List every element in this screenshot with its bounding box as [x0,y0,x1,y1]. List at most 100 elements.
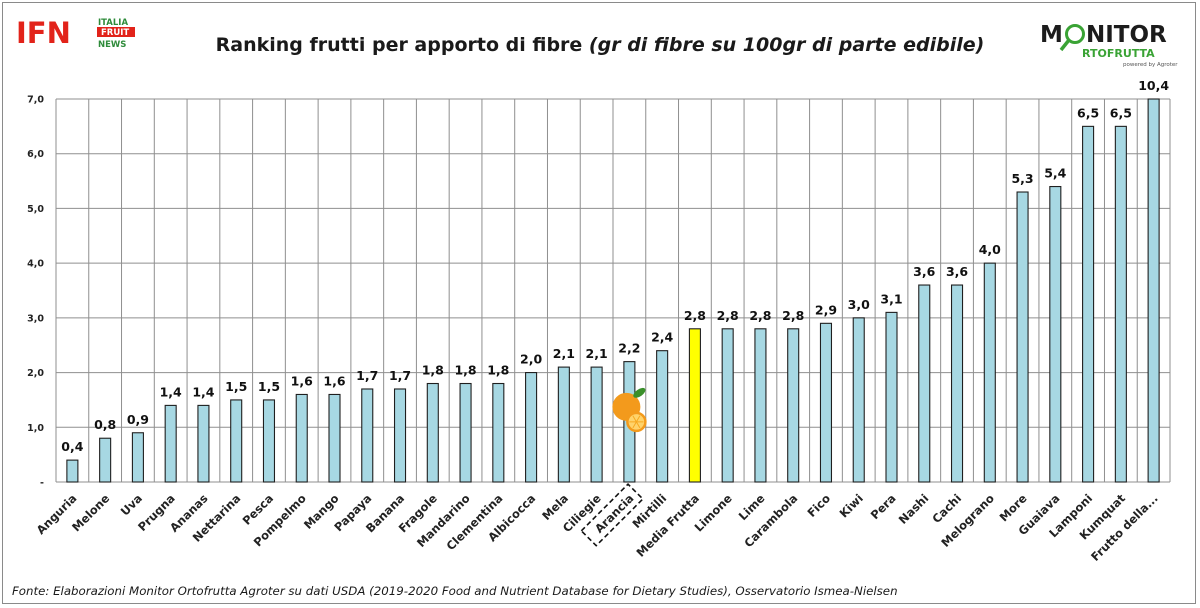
data-label: 6,5 [1077,105,1099,120]
bar [426,382,439,483]
bar [361,388,374,483]
y-tick-label: 5,0 [27,204,44,215]
bar [983,262,996,483]
bar [787,328,800,483]
category-label: Nashi [896,491,932,527]
arancia-highlight-box [580,483,644,547]
source-note: Fonte: Elaborazioni Monitor Ortofrutta A… [12,584,898,598]
bar [197,404,210,483]
ifn-logo: IFN ITALIA FRUIT NEWS [14,15,135,50]
y-tick-label: 4,0 [27,259,44,270]
bar [950,284,964,483]
bar [459,382,472,483]
y-tick-label: 1,0 [27,423,44,434]
data-label: 2,1 [586,346,608,361]
dashed-box [580,483,644,547]
data-label: 1,8 [422,363,444,378]
bar [393,388,407,483]
category-label: Kiwi [837,491,866,520]
bar [590,366,603,483]
ifn-logo-fruit-bg [97,27,135,37]
y-tick-label: 3,0 [27,313,44,324]
data-label: 2,8 [782,308,804,323]
plot-area: -1,02,03,04,05,06,07,00,4Anguria0,8Melon… [27,78,1171,564]
bar [852,317,865,483]
data-label: 2,9 [815,302,837,317]
data-label: 1,4 [160,384,182,399]
data-label: 3,6 [913,264,935,279]
category-label: Uva [118,491,145,518]
bar [1114,125,1127,483]
bar [688,328,701,483]
data-label: 1,8 [454,363,476,378]
ifn-logo-box [14,15,94,45]
y-tick-label: 2,0 [27,368,44,379]
bar [99,437,112,483]
y-tick-label: 7,0 [27,95,44,106]
data-label: 0,4 [61,439,83,454]
category-label: Fico [804,491,833,520]
chart-title-main: Ranking frutti per apporto di fibre [216,34,589,56]
ifn-logo-line3: NEWS [98,40,126,50]
bar [164,404,177,483]
data-label: 2,1 [553,346,575,361]
monitor-ortofrutta-logo: M NITOR RTOFRUTTA powered by Agroter [1040,22,1178,68]
bar [918,284,931,483]
data-label: 6,5 [1110,105,1132,120]
bar [754,328,767,483]
category-label: Pera [868,491,899,522]
data-label: 5,3 [1011,171,1033,186]
data-label: 2,4 [651,330,673,345]
bar [230,399,243,483]
y-tick-label: - [40,478,44,489]
data-label: 3,6 [946,264,968,279]
data-label: 1,6 [323,373,345,388]
data-label: 1,4 [192,384,214,399]
data-label: 1,5 [225,379,247,394]
data-label: 4,0 [979,242,1001,257]
orange-slice-segment [632,421,637,429]
bar [328,393,341,483]
bar [656,350,669,483]
data-label: 5,4 [1044,166,1066,181]
orange-slice-segment [635,421,641,429]
data-label: 0,8 [94,417,116,432]
data-label: 10,4 [1138,78,1169,93]
ifn-logo-line1: ITALIA [98,18,128,28]
data-label: 0,9 [127,412,149,427]
bar [1016,191,1029,483]
bar [1147,98,1160,483]
ifn-logo-mark: IFN [16,16,71,50]
data-label: 1,6 [291,373,313,388]
bar [295,393,308,483]
bar [819,322,833,483]
magnifier-icon [1065,24,1085,44]
data-label: 2,8 [717,308,739,323]
bar [66,459,79,483]
bar [131,432,144,483]
data-label: 2,8 [749,308,771,323]
data-label: 2,0 [520,352,542,367]
data-label: 1,5 [258,379,280,394]
monitor-logo-m: M [1040,22,1063,48]
data-label: 1,8 [487,363,509,378]
monitor-logo-powered: powered by Agroter [1123,62,1178,68]
monitor-logo-ortofrutta: RTOFRUTTA [1082,47,1155,60]
data-label: 1,7 [389,368,411,383]
data-label: 2,2 [618,341,640,356]
data-label: 3,0 [848,297,870,312]
bar [885,311,898,483]
ifn-logo-line2: FRUIT [101,28,129,38]
chart-title-italic: (gr di fibre su 100gr di parte edibile) [589,34,984,56]
category-label: Anguria [34,491,80,537]
chart-title: Ranking frutti per apporto di fibre (gr … [216,34,985,56]
bar [557,366,570,483]
data-label: 2,8 [684,308,706,323]
data-label: 1,7 [356,368,378,383]
bar [1049,185,1062,483]
magnifier-handle-icon [1059,38,1071,52]
bar [492,382,505,483]
monitor-logo-rest: NITOR [1086,22,1167,48]
